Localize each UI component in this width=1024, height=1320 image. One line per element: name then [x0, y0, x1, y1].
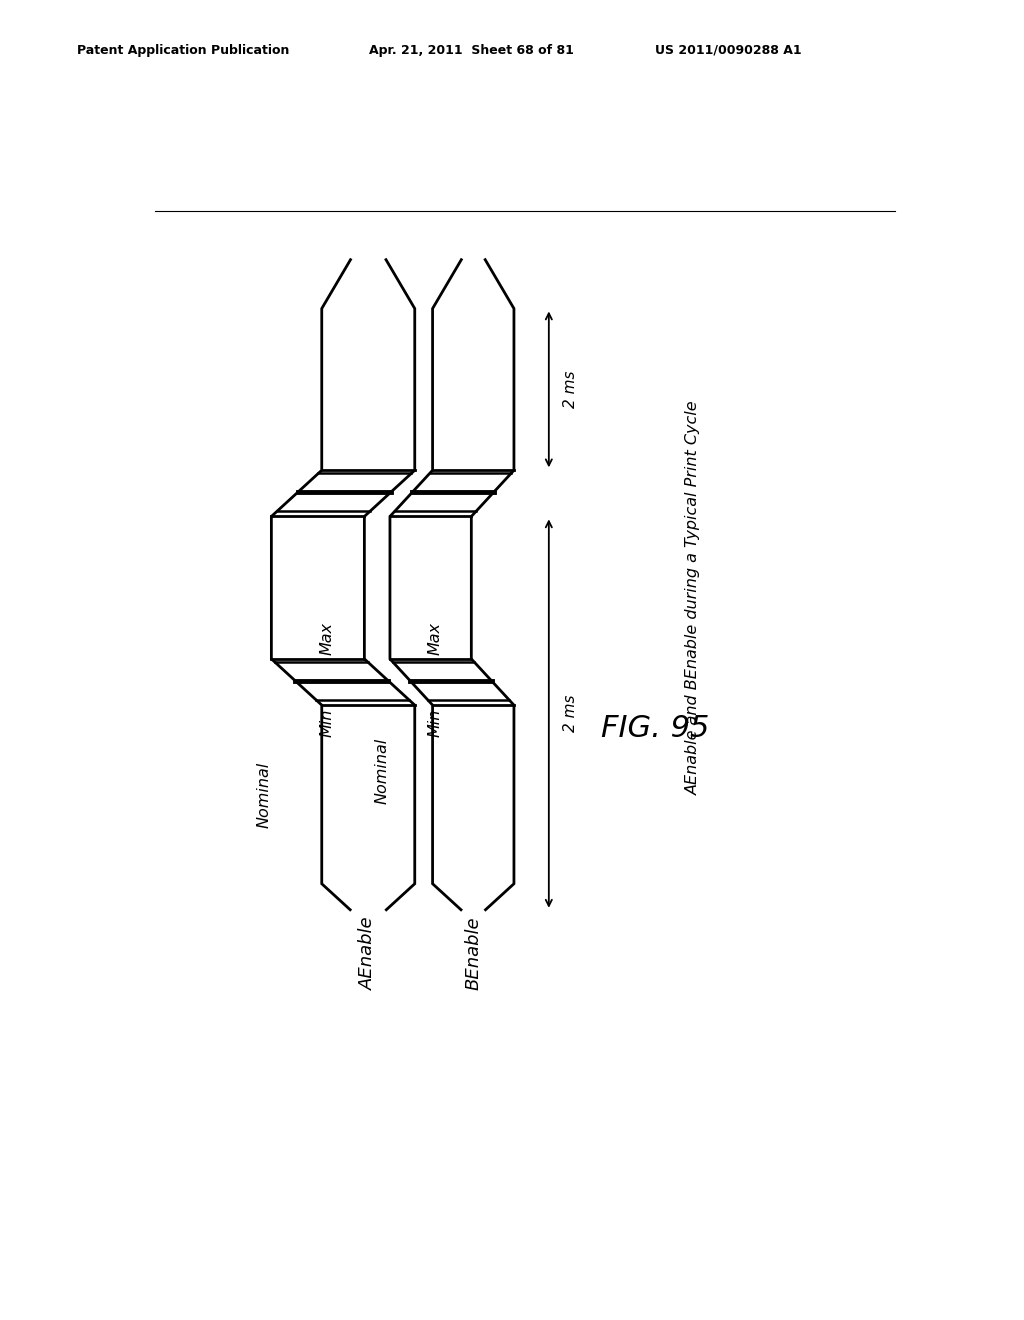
Text: 2 ms: 2 ms [563, 694, 578, 733]
Polygon shape [390, 309, 514, 884]
Text: AEnable: AEnable [359, 916, 377, 990]
Text: Max: Max [427, 622, 442, 655]
Text: Apr. 21, 2011  Sheet 68 of 81: Apr. 21, 2011 Sheet 68 of 81 [369, 44, 573, 57]
Text: BEnable: BEnable [464, 916, 482, 990]
Text: Max: Max [319, 622, 335, 655]
Text: Nominal: Nominal [256, 762, 271, 828]
Text: Nominal: Nominal [375, 738, 390, 804]
Text: Min: Min [427, 709, 442, 738]
Text: Patent Application Publication: Patent Application Publication [77, 44, 289, 57]
Text: 2 ms: 2 ms [563, 371, 578, 408]
Polygon shape [271, 309, 415, 884]
Text: FIG. 95: FIG. 95 [601, 714, 710, 743]
Text: AEnable and BEnable during a Typical Print Cycle: AEnable and BEnable during a Typical Pri… [686, 400, 701, 795]
Text: US 2011/0090288 A1: US 2011/0090288 A1 [655, 44, 802, 57]
Text: Min: Min [319, 709, 335, 738]
